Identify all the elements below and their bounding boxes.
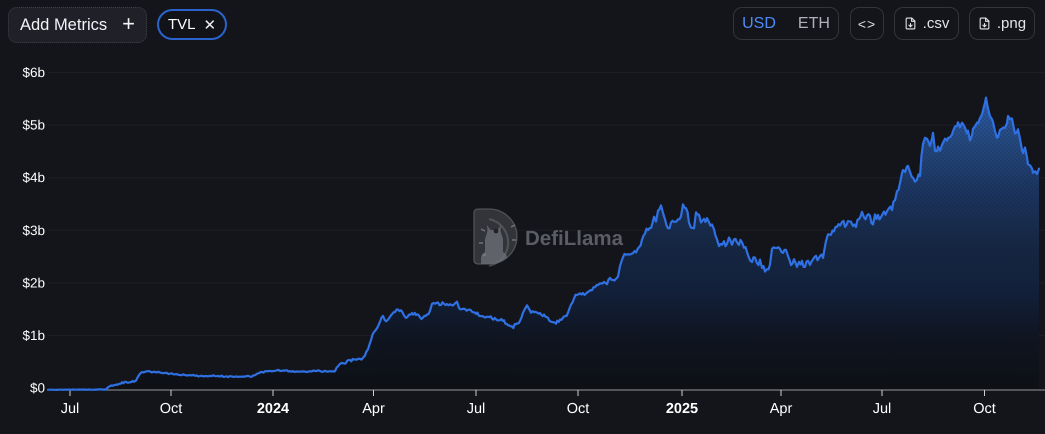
svg-text:$3b: $3b bbox=[22, 223, 45, 238]
svg-text:$0: $0 bbox=[30, 381, 45, 396]
svg-text:$6b: $6b bbox=[22, 65, 45, 80]
svg-text:DefiLlama: DefiLlama bbox=[525, 227, 624, 250]
svg-text:$2b: $2b bbox=[22, 275, 45, 290]
svg-text:Apr: Apr bbox=[362, 401, 385, 417]
svg-text:$4b: $4b bbox=[22, 170, 45, 185]
svg-text:$5b: $5b bbox=[22, 118, 45, 133]
svg-text:Oct: Oct bbox=[973, 401, 996, 417]
svg-text:Oct: Oct bbox=[160, 401, 183, 417]
svg-text:2025: 2025 bbox=[666, 401, 698, 417]
svg-text:Jul: Jul bbox=[467, 401, 486, 417]
svg-text:Jul: Jul bbox=[873, 401, 892, 417]
svg-text:2024: 2024 bbox=[257, 401, 289, 417]
svg-text:Apr: Apr bbox=[770, 401, 793, 417]
svg-text:Oct: Oct bbox=[567, 401, 590, 417]
svg-text:Jul: Jul bbox=[61, 401, 80, 417]
svg-text:$1b: $1b bbox=[22, 328, 45, 343]
